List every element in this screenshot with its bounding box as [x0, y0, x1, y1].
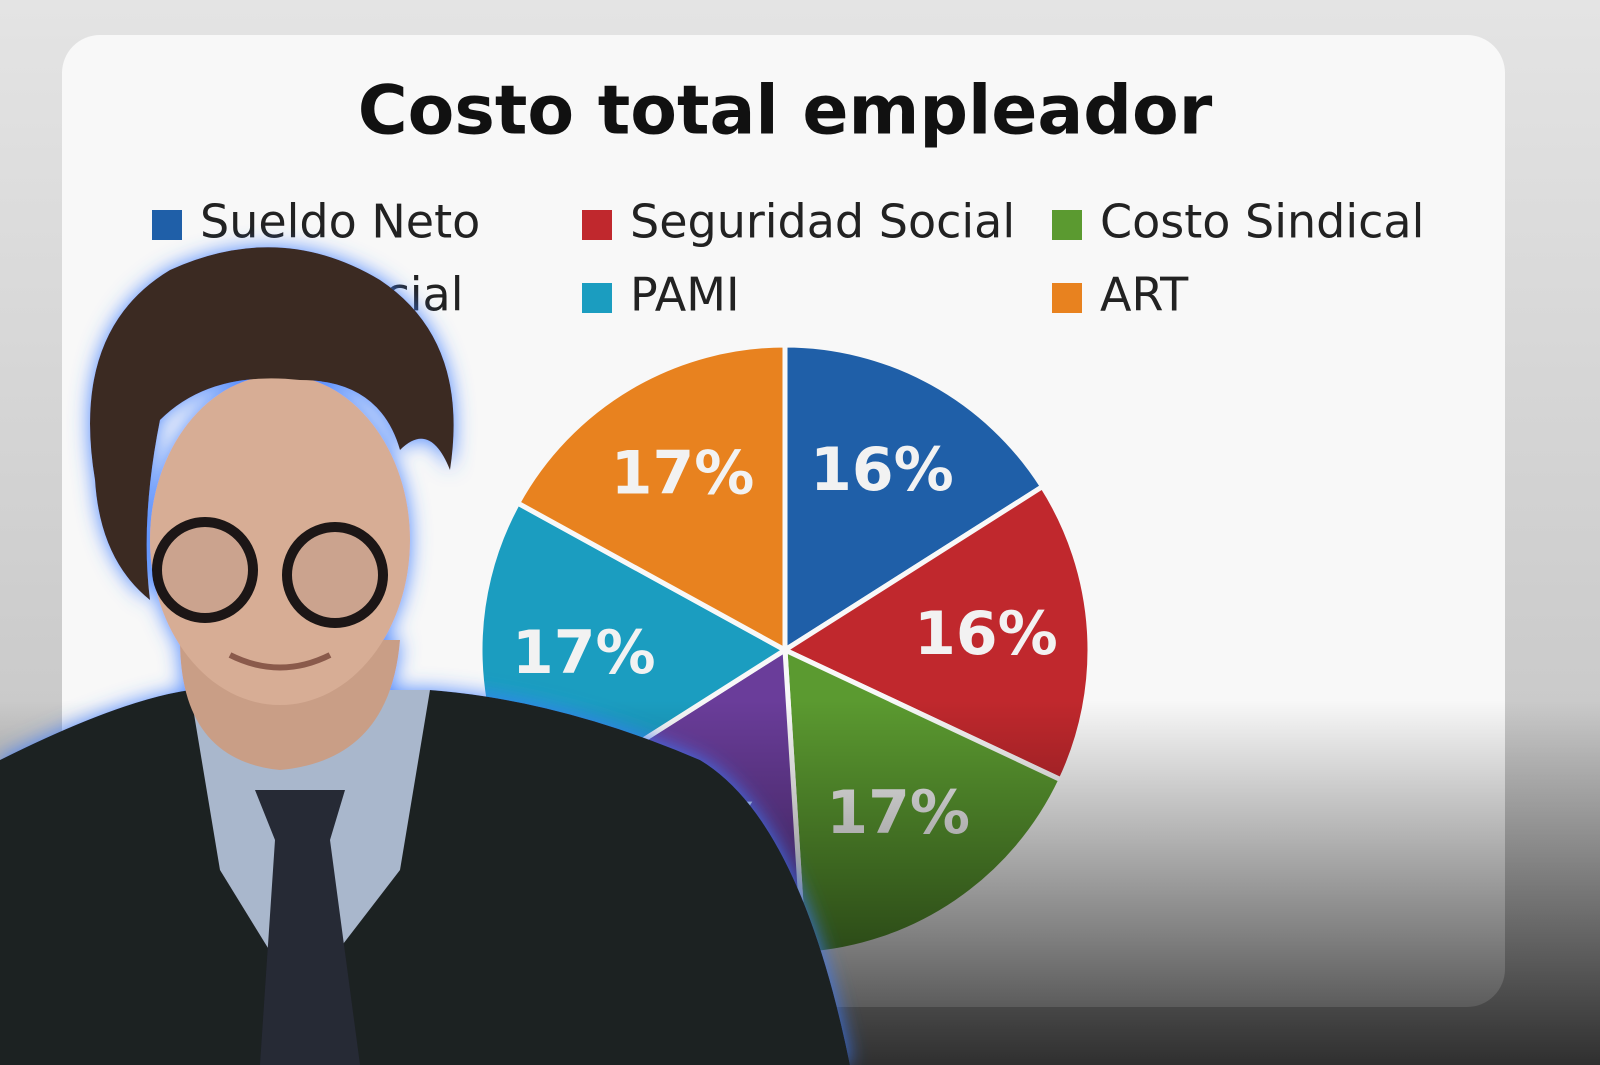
smile	[228, 652, 332, 671]
legend-swatch	[1052, 210, 1082, 240]
chart-title: Costo total empleador	[358, 72, 1213, 151]
value-label: 17%	[512, 618, 656, 688]
glasses-right	[282, 522, 388, 628]
legend-label: ART	[1100, 268, 1189, 322]
pie-slice	[514, 342, 788, 655]
value-label: 16%	[810, 435, 954, 505]
legend-label: Sueldo Neto	[200, 195, 480, 249]
legend-swatch	[1052, 283, 1082, 313]
legend-swatch	[582, 210, 612, 240]
pie-slice	[782, 342, 1046, 655]
value-label: 17%	[611, 438, 755, 508]
person	[0, 247, 850, 1065]
glasses-left	[152, 517, 258, 623]
legend-label: Seguridad Social	[630, 195, 1015, 249]
value-label: 16%	[914, 599, 1058, 669]
legend-label: PAMI	[630, 268, 740, 322]
legend-swatch	[152, 210, 182, 240]
hair	[90, 247, 454, 601]
legend-swatch	[582, 283, 612, 313]
legend-label: Costo Sindical	[1100, 195, 1424, 249]
tie	[255, 790, 360, 1065]
